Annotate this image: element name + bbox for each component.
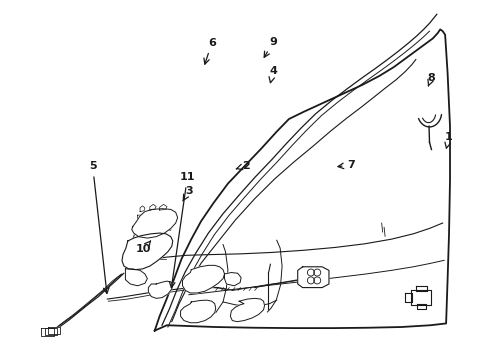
Polygon shape: [49, 327, 60, 334]
Text: 6: 6: [204, 38, 216, 64]
Text: 3: 3: [183, 186, 193, 201]
Polygon shape: [132, 209, 178, 238]
Polygon shape: [405, 293, 412, 302]
Polygon shape: [125, 269, 147, 286]
Polygon shape: [298, 267, 329, 288]
Polygon shape: [417, 304, 426, 309]
Polygon shape: [181, 300, 216, 323]
Circle shape: [307, 277, 315, 284]
Polygon shape: [148, 281, 173, 298]
Text: 5: 5: [89, 161, 109, 293]
Circle shape: [314, 277, 321, 284]
Polygon shape: [182, 265, 224, 293]
Text: 2: 2: [236, 161, 250, 171]
Text: 1: 1: [445, 132, 453, 148]
Text: 8: 8: [428, 73, 435, 86]
Polygon shape: [42, 328, 54, 336]
Polygon shape: [416, 286, 427, 291]
Polygon shape: [230, 298, 265, 321]
Text: 10: 10: [136, 241, 151, 254]
Circle shape: [314, 269, 321, 276]
Text: 4: 4: [269, 66, 277, 83]
Polygon shape: [150, 204, 156, 210]
Polygon shape: [160, 204, 167, 210]
Polygon shape: [411, 291, 432, 305]
Polygon shape: [224, 273, 241, 286]
Text: 9: 9: [264, 37, 277, 57]
Text: 7: 7: [338, 160, 355, 170]
Polygon shape: [45, 328, 57, 335]
Polygon shape: [122, 233, 173, 270]
Polygon shape: [140, 206, 145, 212]
Text: 11: 11: [170, 172, 195, 288]
Circle shape: [307, 269, 315, 276]
